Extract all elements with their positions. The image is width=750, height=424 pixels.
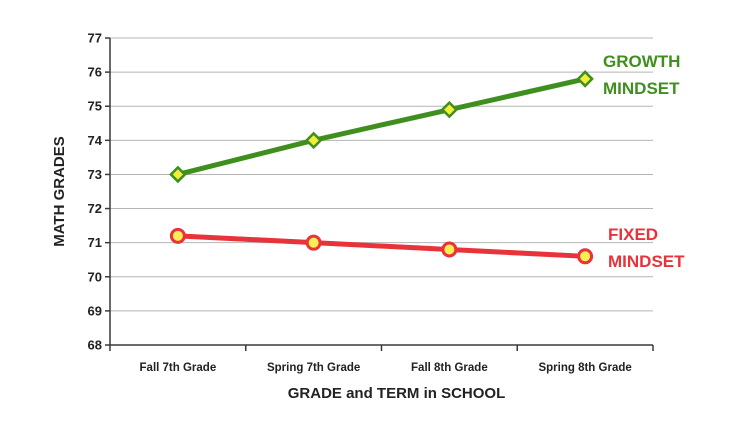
series-labels: GROWTH MINDSET FIXED MINDSET bbox=[603, 52, 685, 271]
y-tick-label: 68 bbox=[88, 338, 102, 353]
series-group bbox=[169, 70, 594, 265]
y-tick-label: 73 bbox=[88, 167, 102, 182]
data-point-marker bbox=[577, 248, 594, 265]
x-tick-labels: Fall 7th Grade Spring 7th Grade Fall 8th G… bbox=[140, 362, 632, 374]
series-label-growth: MINDSET bbox=[603, 79, 680, 98]
y-axis-label: MATH GRADES bbox=[51, 136, 68, 247]
gridlines bbox=[110, 37, 653, 312]
data-point-marker bbox=[304, 131, 323, 150]
data-point-marker bbox=[169, 227, 186, 244]
data-point-marker bbox=[440, 100, 459, 119]
y-tick-label: 71 bbox=[88, 235, 102, 250]
series-line-fixed bbox=[175, 233, 588, 259]
x-axis-label: GRADE and TERM in SCHOOL bbox=[288, 385, 506, 402]
y-tick-label: 76 bbox=[88, 65, 102, 80]
data-point-marker bbox=[305, 234, 322, 251]
x-tick-label: Fall 7th Grade bbox=[140, 362, 217, 374]
x-tick-label: Spring 8th Grade bbox=[538, 362, 631, 374]
y-tick-label: 69 bbox=[88, 303, 102, 318]
series-label-fixed: MINDSET bbox=[608, 252, 685, 271]
x-tick-label: Spring 7th Grade bbox=[267, 362, 360, 374]
series-label-fixed: FIXED bbox=[608, 225, 658, 244]
axes bbox=[105, 37, 654, 351]
x-tick-label: Fall 8th Grade bbox=[411, 362, 488, 374]
y-tick-label: 75 bbox=[88, 99, 102, 114]
y-tick-labels: 68 69 70 71 72 73 74 75 76 77 bbox=[88, 31, 103, 353]
y-tick-label: 77 bbox=[88, 31, 102, 46]
data-point-marker bbox=[169, 165, 187, 184]
series-line-growth bbox=[175, 76, 588, 177]
data-point-marker bbox=[441, 241, 458, 258]
y-tick-label: 72 bbox=[88, 201, 102, 216]
series-label-growth: GROWTH bbox=[603, 52, 680, 71]
y-tick-label: 74 bbox=[88, 133, 103, 148]
y-tick-label: 70 bbox=[88, 269, 102, 284]
data-point-marker bbox=[576, 70, 594, 88]
